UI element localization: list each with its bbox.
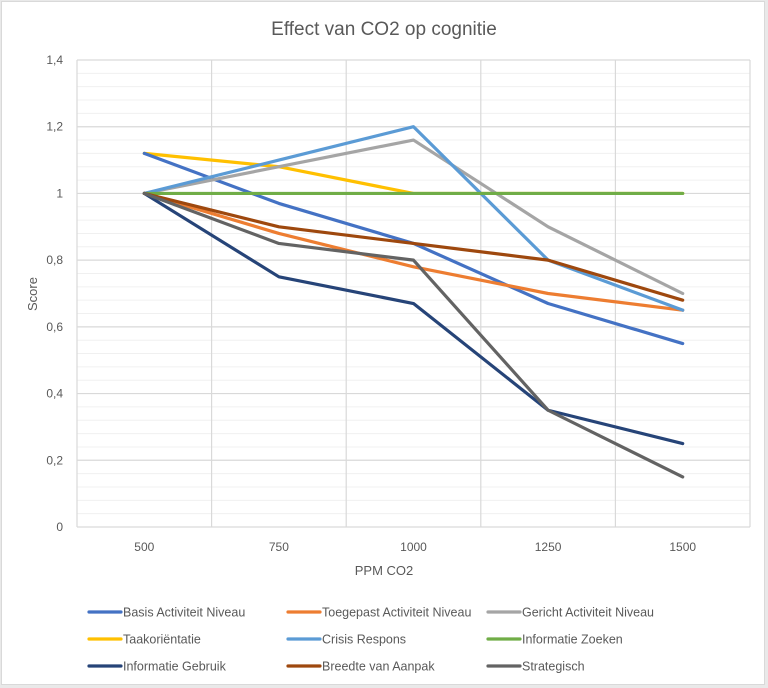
x-tick-label: 500 xyxy=(134,540,154,554)
chart-title: Effect van CO2 op cognitie xyxy=(271,19,497,40)
series-line-toegepast-activiteit-niveau xyxy=(142,191,685,312)
series-line-strategisch xyxy=(142,191,685,479)
x-tick-label: 750 xyxy=(269,540,289,554)
y-tick-label: 1,4 xyxy=(46,53,63,67)
legend-label: Informatie Zoeken xyxy=(522,633,623,647)
legend-item[interactable]: Strategisch xyxy=(486,660,585,674)
y-tick-label: 0,6 xyxy=(46,320,63,334)
legend-item[interactable]: Basis Activiteit Niveau xyxy=(87,606,245,620)
x-tick-label: 1000 xyxy=(400,540,427,554)
legend-label: Toegepast Activiteit Niveau xyxy=(322,606,471,620)
legend-item[interactable]: Informatie Gebruik xyxy=(87,660,227,674)
major-gridlines xyxy=(77,59,750,528)
x-tick-label: 1250 xyxy=(535,540,562,554)
y-tick-label: 1 xyxy=(56,186,63,200)
legend-label: Strategisch xyxy=(522,660,585,674)
legend-label: Gericht Activiteit Niveau xyxy=(522,606,654,620)
series-line-basis-activiteit-niveau xyxy=(142,151,685,346)
legend-item[interactable]: Breedte van Aanpak xyxy=(286,660,435,674)
series-lines xyxy=(142,125,685,479)
legend-label: Crisis Respons xyxy=(322,633,406,647)
series-line-gericht-activiteit-niveau xyxy=(142,138,685,296)
series-line-crisis-respons xyxy=(142,125,685,312)
vertical-gridlines xyxy=(76,60,751,527)
series-line-informatie-gebruik xyxy=(142,191,685,446)
legend-label: Taakoriëntatie xyxy=(123,633,201,647)
y-tick-label: 0 xyxy=(56,520,63,534)
y-axis-tick-labels: 0 0,2 0,4 0,6 0,8 1 1,2 1,4 xyxy=(46,53,63,534)
minor-gridlines xyxy=(77,72,750,515)
x-tick-label: 1500 xyxy=(669,540,696,554)
y-tick-label: 1,2 xyxy=(46,120,63,134)
y-tick-label: 0,4 xyxy=(46,387,63,401)
legend-item[interactable]: Crisis Respons xyxy=(286,633,406,647)
y-tick-label: 0,8 xyxy=(46,253,63,267)
legend-label: Basis Activiteit Niveau xyxy=(123,606,245,620)
legend-item[interactable]: Toegepast Activiteit Niveau xyxy=(286,606,471,620)
y-tick-label: 0,2 xyxy=(46,453,63,467)
series-line-breedte-van-aanpak xyxy=(142,191,685,302)
legend-label: Breedte van Aanpak xyxy=(322,660,435,674)
legend-label: Informatie Gebruik xyxy=(123,660,227,674)
legend-item[interactable]: Taakoriëntatie xyxy=(87,633,201,647)
legend-item[interactable]: Gericht Activiteit Niveau xyxy=(486,606,654,620)
legend: Basis Activiteit Niveau Toegepast Activit… xyxy=(87,606,654,674)
legend-item[interactable]: Informatie Zoeken xyxy=(486,633,623,647)
x-axis-title: PPM CO2 xyxy=(355,563,414,578)
x-axis-tick-labels: 500 750 1000 1250 1500 xyxy=(134,540,696,554)
y-axis-title: Score xyxy=(25,277,40,311)
